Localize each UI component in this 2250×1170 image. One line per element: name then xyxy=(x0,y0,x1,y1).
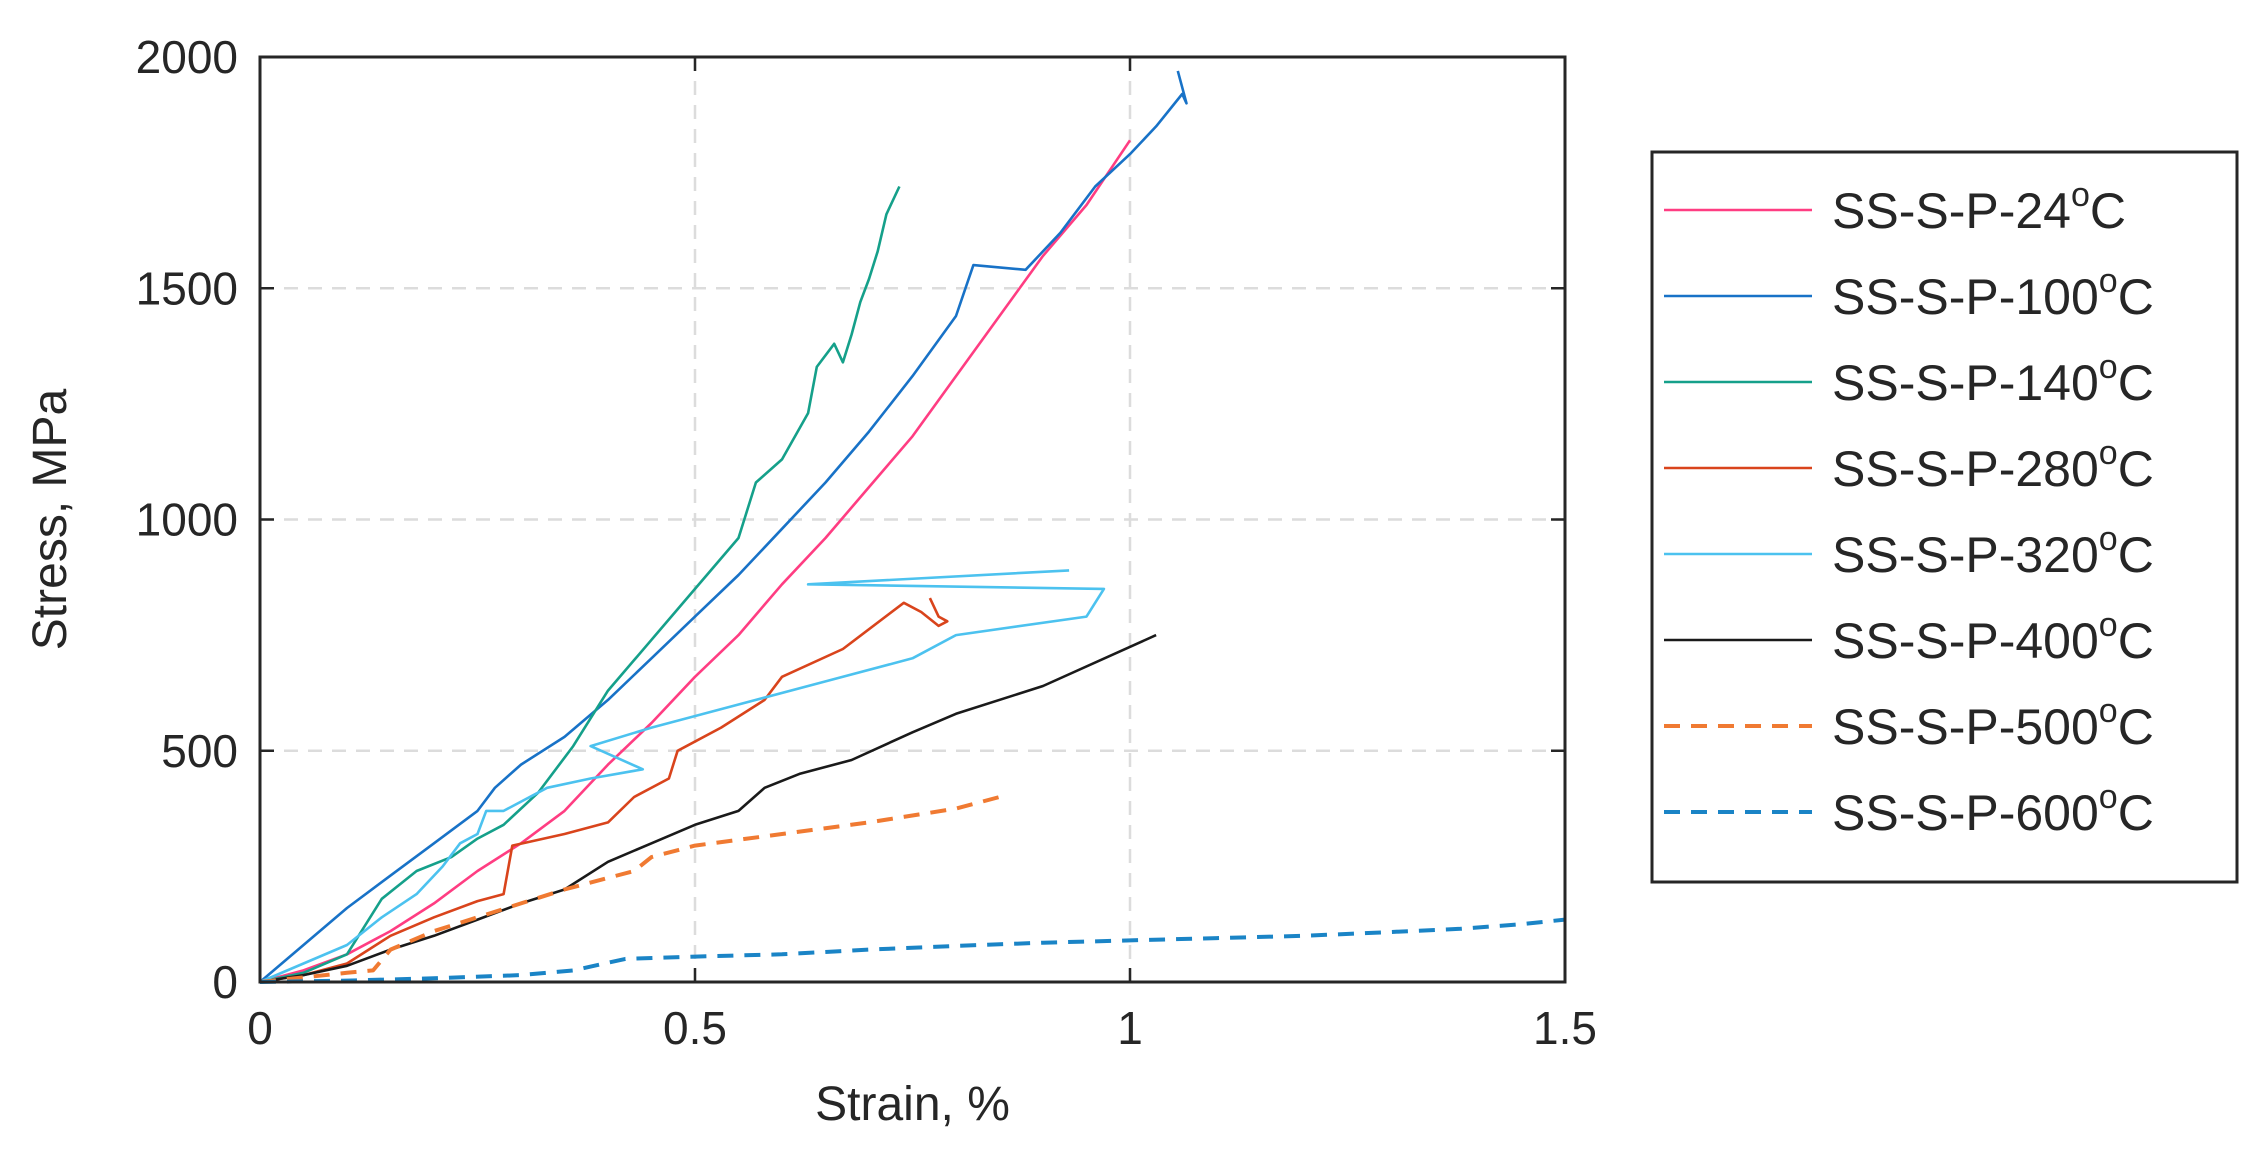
legend-label: SS-S-P-24oC xyxy=(1832,176,2126,239)
y-tick-label: 1500 xyxy=(136,262,238,314)
y-tick-label: 0 xyxy=(212,956,238,1008)
legend-box xyxy=(1650,150,2239,884)
y-axis-label: Stress, MPa xyxy=(24,389,77,651)
legend-label: SS-S-P-400oC xyxy=(1832,606,2154,669)
legend-label: SS-S-P-280oC xyxy=(1832,434,2154,497)
x-tick-label: 1 xyxy=(1117,1002,1143,1054)
series-line-ss-s-p-320 xyxy=(259,569,1106,984)
legend-label: SS-S-P-600oC xyxy=(1832,778,2154,841)
series-line-ss-s-p-600 xyxy=(259,917,1566,984)
legend: SS-S-P-24oC SS-S-P-100oC SS-S-P-140oC SS-S-… xyxy=(1650,150,2239,884)
series-line-ss-s-p-100 xyxy=(259,70,1188,983)
legend-label: SS-S-P-100oC xyxy=(1832,262,2154,325)
legend-label: SS-S-P-500oC xyxy=(1832,692,2154,755)
series-line-ss-s-p-280 xyxy=(259,597,949,984)
series-line-ss-s-p-500 xyxy=(259,795,1001,984)
x-axis-label: Strain, % xyxy=(815,1078,1010,1131)
y-tick-label: 500 xyxy=(161,725,238,777)
series-line-ss-s-p-24 xyxy=(259,139,1132,984)
x-tick-label: 0.5 xyxy=(663,1002,727,1054)
series-lines xyxy=(259,70,1566,984)
grid-lines xyxy=(260,57,1565,982)
legend-label: SS-S-P-140oC xyxy=(1832,348,2154,411)
y-tick-label: 1000 xyxy=(136,494,238,546)
y-tick-label: 2000 xyxy=(136,31,238,83)
x-tick-label: 0 xyxy=(247,1002,273,1054)
series-line-ss-s-p-140 xyxy=(259,185,901,984)
x-tick-label: 1.5 xyxy=(1533,1002,1597,1054)
axis-ticks: 0 0.5 1 1.5 0 500 1000 1500 2000 xyxy=(136,31,1597,1054)
legend-label: SS-S-P-320oC xyxy=(1832,520,2154,583)
